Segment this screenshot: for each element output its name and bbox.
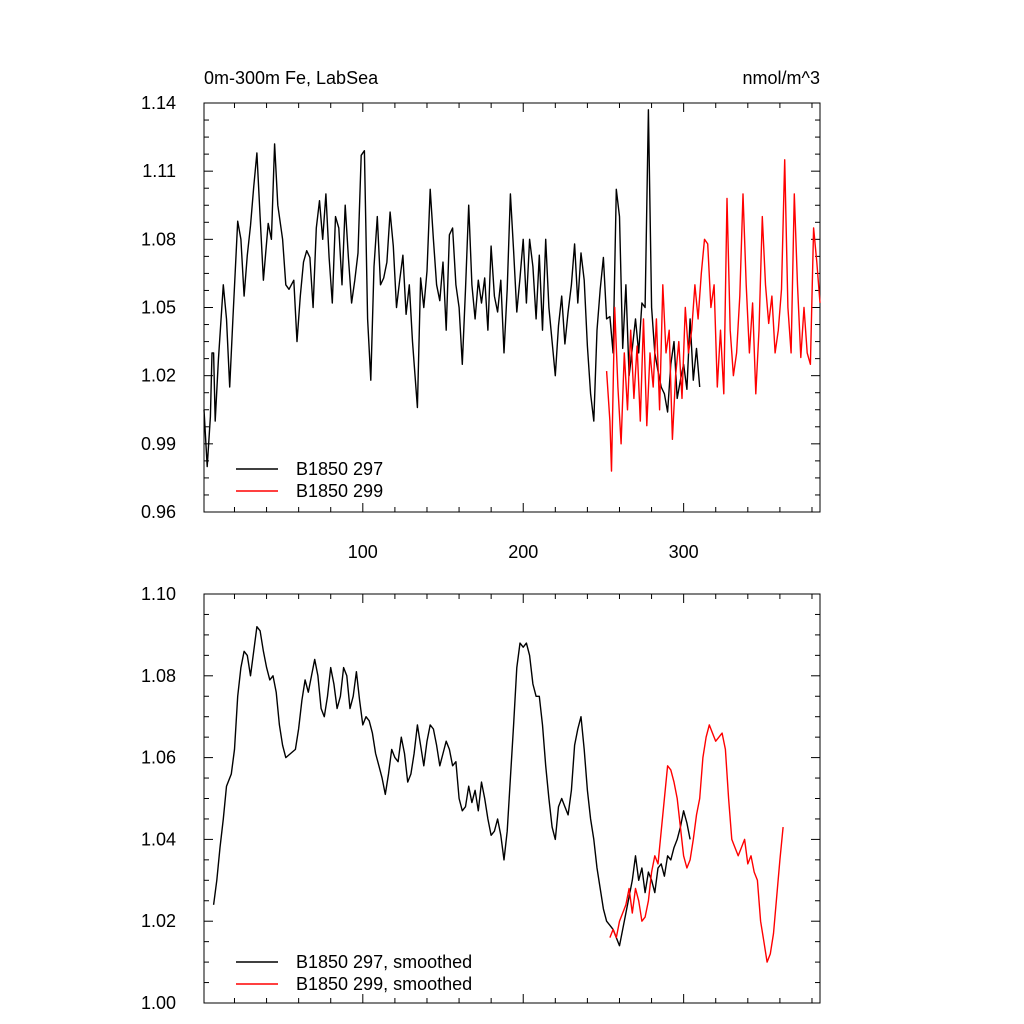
y-tick-label: 1.04 <box>141 829 176 849</box>
panel-bottom: 1.00 1.02 1.04 1.06 1.08 1.10 B1850 297, smoot… <box>141 584 821 1013</box>
x-tick-label: 100 <box>348 542 378 562</box>
series-line-b1850-299 <box>605 159 821 472</box>
y-tick-label: 0.96 <box>141 502 176 522</box>
legend-label: B1850 299, smoothed <box>296 974 472 994</box>
y-tick-label: 1.14 <box>141 93 176 113</box>
series-line-b1850-299 <box>609 724 784 963</box>
panel-top: 0.96 0.99 1.02 1.05 1.08 1.11 1.14 100 200 300 B18… <box>141 68 821 562</box>
legend-label: B1850 297, smoothed <box>296 952 472 972</box>
x-tick-label: 300 <box>669 542 699 562</box>
x-tick-label: 200 <box>508 542 538 562</box>
y-tick-label: 1.02 <box>141 911 176 931</box>
series-line-b1850-297 <box>212 626 691 947</box>
plot-frame <box>203 593 821 1004</box>
y-tick-label: 1.00 <box>141 993 176 1013</box>
plot-frame <box>203 102 821 513</box>
legend-label: B1850 299 <box>296 481 383 501</box>
units-label: nmol/m^3 <box>743 68 820 88</box>
series-line-b1850-297 <box>203 109 701 468</box>
legend-label: B1850 297 <box>296 459 383 479</box>
y-tick-label: 1.10 <box>141 584 176 604</box>
y-tick-label: 1.08 <box>141 666 176 686</box>
y-tick-label: 1.05 <box>141 298 176 318</box>
y-tick-label: 1.11 <box>142 161 176 181</box>
y-tick-label: 0.99 <box>141 434 176 454</box>
y-tick-label: 1.08 <box>141 229 176 249</box>
chart-title: 0m-300m Fe, LabSea <box>204 68 379 88</box>
y-tick-label: 1.02 <box>141 366 176 386</box>
y-tick-label: 1.06 <box>141 748 176 768</box>
